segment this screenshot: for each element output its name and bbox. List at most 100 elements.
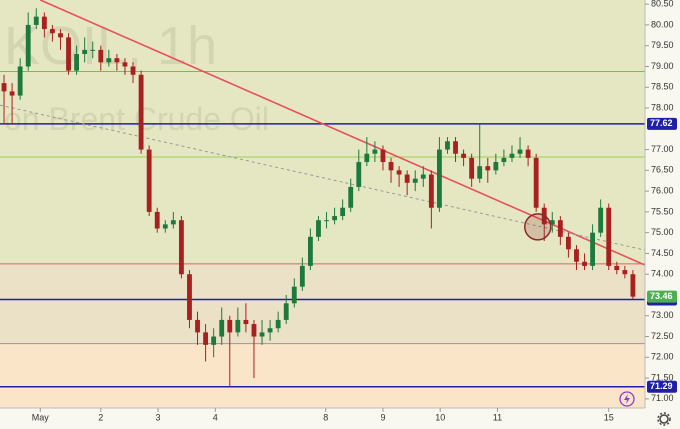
candle-body	[106, 58, 112, 63]
candle-body	[130, 66, 136, 75]
candle-body	[267, 328, 273, 333]
price-tag	[647, 380, 677, 393]
zone	[0, 343, 645, 408]
candle-body	[622, 270, 628, 275]
candle-body	[598, 207, 604, 233]
candle-body	[606, 207, 612, 266]
y-tick-label: 79.50	[651, 40, 674, 50]
y-tick-label: 74.00	[651, 269, 674, 279]
candle-body	[590, 232, 596, 266]
candle-body	[453, 141, 458, 154]
candle-body	[630, 274, 636, 297]
candle-body	[324, 220, 329, 222]
x-tick-label: 11	[493, 412, 502, 422]
y-tick-label: 74.50	[651, 248, 674, 258]
candle-body	[549, 220, 555, 225]
candle-body	[17, 66, 23, 96]
settings-icon[interactable]	[657, 412, 671, 426]
candle-body	[469, 157, 475, 179]
y-tick-label: 73.00	[651, 310, 674, 320]
y-tick-label: 80.50	[651, 0, 674, 9]
candle-body	[66, 37, 71, 71]
candle-body	[227, 319, 233, 333]
candle-body	[33, 16, 39, 25]
candle-body	[340, 207, 346, 217]
candle-body	[203, 332, 209, 345]
candle-body	[154, 211, 160, 229]
candle-body	[243, 319, 249, 325]
x-tick-label: 8	[323, 412, 328, 422]
candle-body	[501, 157, 507, 163]
candle-body	[493, 162, 499, 171]
candle-body	[307, 236, 313, 266]
candle-body	[90, 49, 96, 51]
candle-body	[509, 153, 515, 158]
y-tick-label: 77.00	[651, 144, 674, 154]
price-tag-label: 71.29	[650, 381, 673, 391]
candle-body	[259, 332, 265, 337]
candle-body	[82, 49, 88, 55]
annotation-circle	[524, 213, 552, 241]
last-price-label: 73.46	[650, 291, 673, 301]
candle-body	[275, 319, 281, 329]
candle-body	[428, 174, 434, 208]
candle-body	[380, 149, 386, 163]
y-tick-label: 76.50	[651, 165, 674, 175]
candle-body	[436, 149, 442, 208]
y-tick-label: 75.50	[651, 206, 674, 216]
candle-body	[41, 16, 47, 30]
y-tick-label: 72.50	[651, 331, 674, 341]
candle-body	[146, 149, 152, 212]
candle-body	[420, 174, 426, 179]
price-tag	[647, 117, 677, 130]
candle-body	[58, 33, 63, 38]
candle-body	[364, 153, 370, 163]
candle-body	[219, 319, 225, 337]
alert-bolt	[624, 394, 630, 404]
candle-body	[388, 162, 394, 171]
candle-body	[283, 303, 289, 320]
y-tick-label: 71.50	[651, 372, 674, 382]
price-axis	[645, 0, 680, 429]
candle-body	[404, 174, 410, 183]
y-tick-label: 72.00	[651, 352, 674, 362]
candle-body	[356, 162, 362, 187]
y-tick-label: 78.00	[651, 102, 674, 112]
watermark-subtitle: on Brent Crude Oil	[4, 101, 269, 137]
candle-body	[614, 265, 620, 271]
y-tick-label: 78.50	[651, 82, 674, 92]
candle-body	[445, 141, 450, 150]
candle-body	[138, 74, 144, 150]
candle-body	[582, 261, 587, 266]
candle-body	[332, 216, 338, 221]
candle-body	[396, 170, 402, 175]
candle-body	[1, 83, 7, 92]
zone	[0, 263, 645, 344]
watermark-title: KOIL, 1h	[4, 16, 217, 76]
candle-body	[98, 49, 104, 63]
candle-body	[299, 265, 305, 287]
last-price-tag	[647, 290, 677, 303]
plot	[0, 0, 646, 388]
y-tick-label: 75.00	[651, 227, 674, 237]
candle-body	[49, 29, 55, 34]
candle-body	[525, 149, 531, 158]
candle-body	[574, 249, 579, 262]
candle-body	[178, 220, 184, 275]
candle-body	[211, 336, 217, 345]
x-tick-label: 10	[435, 412, 445, 422]
candle-body	[195, 319, 200, 333]
candle-body	[565, 236, 571, 250]
x-tick-label: 9	[380, 412, 385, 422]
alert-icon[interactable]	[619, 391, 635, 407]
candle-body	[477, 166, 483, 179]
x-tick-label: 3	[156, 412, 161, 422]
candle-body	[25, 24, 31, 67]
candle-body	[74, 54, 80, 71]
gear-teeth	[657, 412, 671, 426]
candle-body	[291, 286, 297, 304]
time-axis	[0, 408, 645, 429]
y-tick-label: 80.00	[651, 19, 674, 29]
y-tick-label: 76.00	[651, 185, 674, 195]
